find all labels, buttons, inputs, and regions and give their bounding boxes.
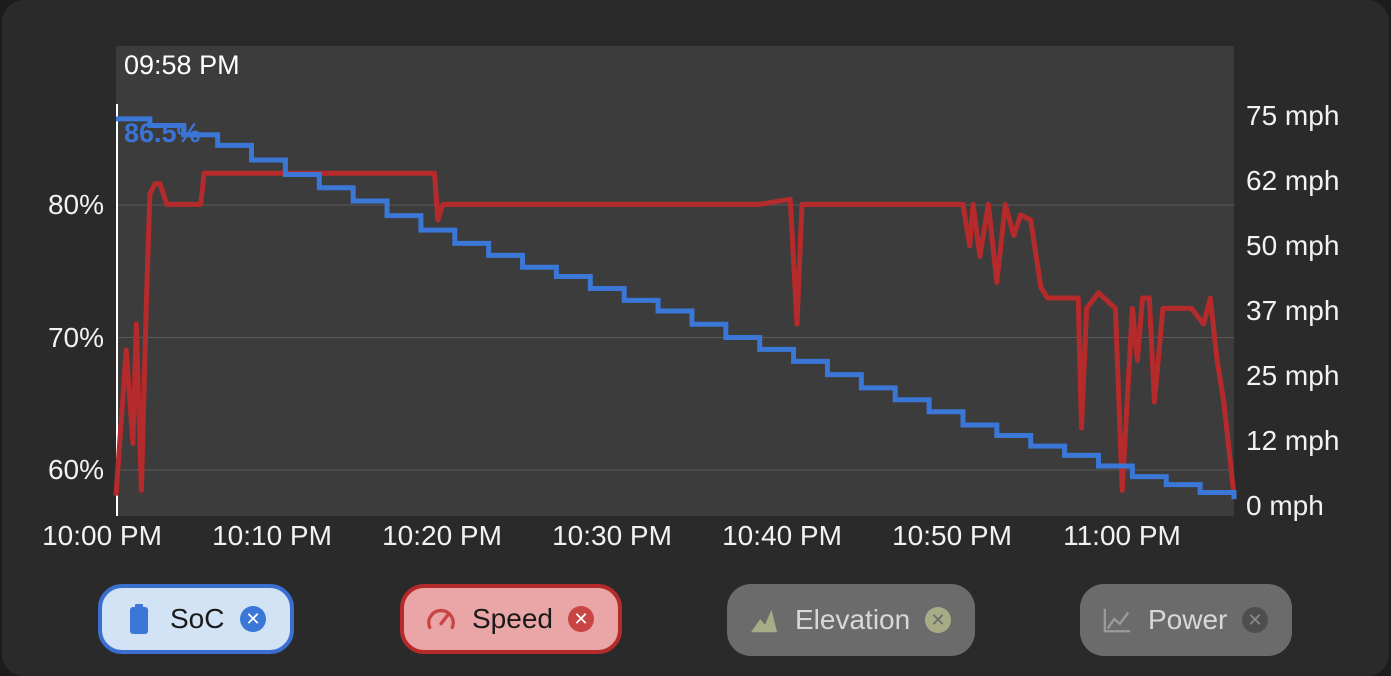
ytick-right-label: 62 mph (1246, 165, 1340, 196)
remove-power-icon[interactable]: ✕ (1242, 607, 1268, 633)
remove-speed-icon[interactable]: ✕ (568, 606, 594, 632)
battery-icon (124, 604, 154, 634)
ytick-left-label: 70% (47, 321, 104, 353)
soc-cursor-readout: 86.5% (124, 118, 201, 148)
remove-elevation-icon[interactable]: ✕ (925, 607, 951, 633)
ytick-left-label: 60% (47, 454, 104, 485)
ytick-right-label: 25 mph (1246, 360, 1340, 391)
legend-label-power: Power (1148, 604, 1228, 635)
xtick-label: 10:20 PM (382, 520, 502, 551)
mountain-icon (749, 605, 779, 635)
line-graph-icon (1102, 605, 1132, 635)
speed-series-line (113, 170, 1237, 496)
legend-label-speed: Speed (472, 603, 553, 634)
legend-toggle-power[interactable]: Power ✕ (1080, 584, 1292, 656)
xtick-label: 10:40 PM (722, 520, 842, 551)
ytick-right-label: 12 mph (1246, 425, 1340, 456)
legend-toggle-soc[interactable]: SoC ✕ (98, 584, 294, 654)
grid-lines (116, 204, 1234, 471)
ytick-right-label: 50 mph (1246, 230, 1340, 261)
ytick-right-label: 37 mph (1246, 295, 1340, 326)
legend-label-elevation: Elevation (795, 604, 911, 635)
legend-toggle-speed[interactable]: Speed ✕ (400, 584, 622, 654)
xtick-label: 10:10 PM (212, 520, 332, 551)
plot-area[interactable] (116, 46, 1234, 516)
xtick-label: 10:30 PM (552, 520, 672, 551)
xtick-label: 10:00 PM (42, 520, 162, 551)
xtick-label: 11:00 PM (1063, 520, 1181, 551)
cursor-time-label: 09:58 PM (124, 50, 240, 80)
legend-toggle-elevation[interactable]: Elevation ✕ (727, 584, 975, 656)
ytick-right-label: 75 mph (1246, 100, 1340, 131)
ytick-right-label: 0 mph (1246, 490, 1324, 521)
ytick-left-label: 80% (47, 189, 104, 220)
soc-series-line (116, 116, 1237, 500)
xtick-label: 10:50 PM (892, 520, 1012, 551)
legend-label-soc: SoC (170, 603, 225, 634)
remove-soc-icon[interactable]: ✕ (240, 606, 266, 632)
speedometer-icon (426, 604, 456, 634)
